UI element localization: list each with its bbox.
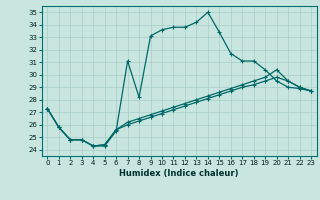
X-axis label: Humidex (Indice chaleur): Humidex (Indice chaleur) xyxy=(119,169,239,178)
